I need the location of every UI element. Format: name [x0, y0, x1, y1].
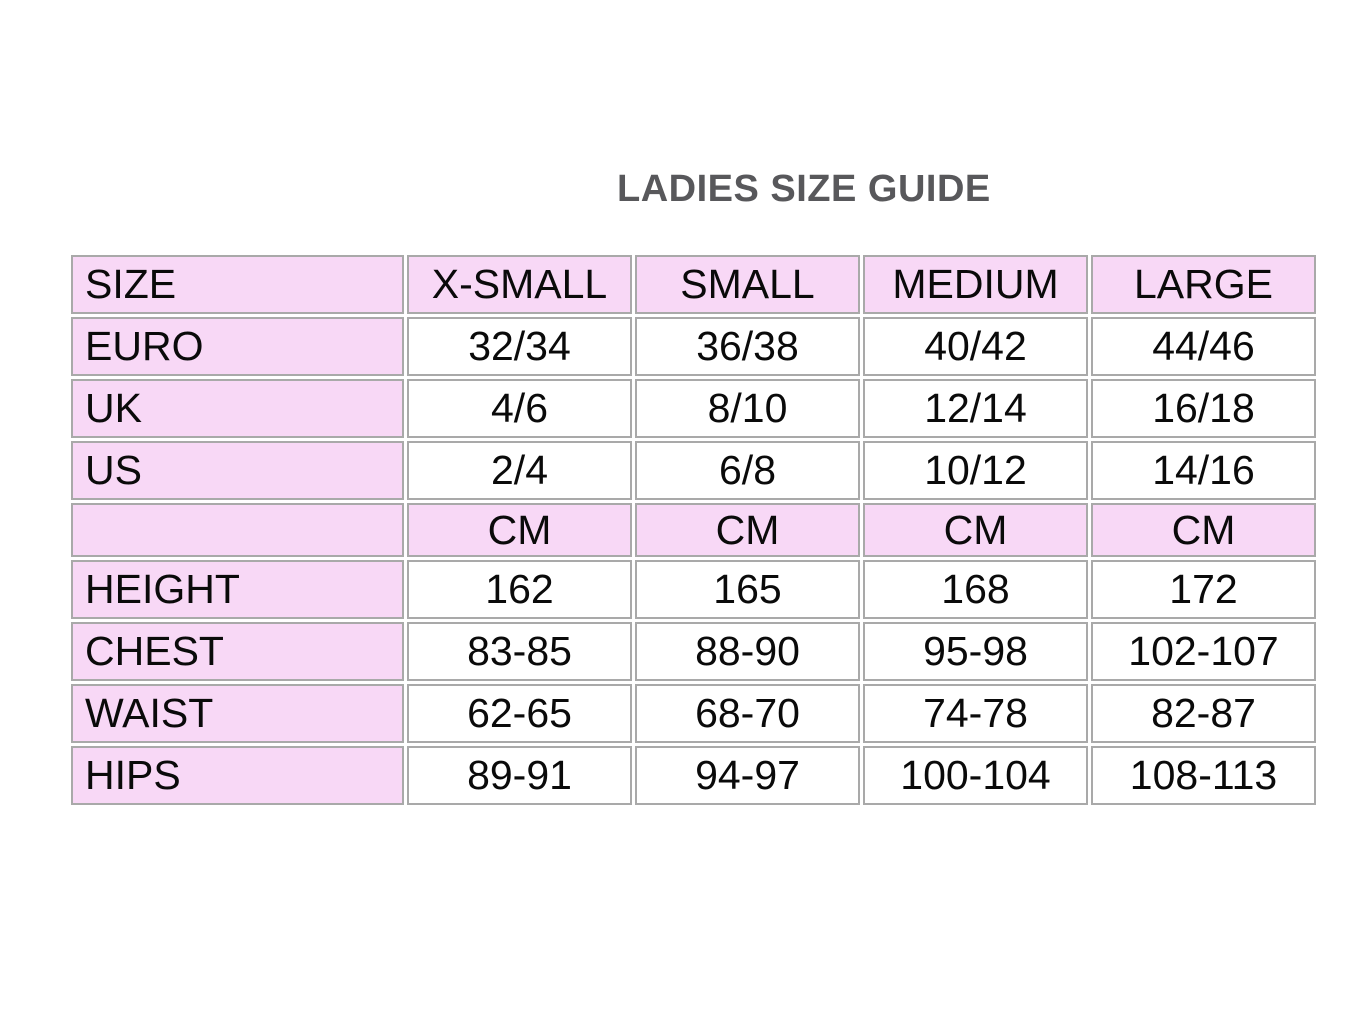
- cell-height-x-small: 162: [407, 560, 632, 619]
- cell-us-medium: 10/12: [863, 441, 1088, 500]
- cell-cm-small: CM: [635, 503, 860, 557]
- cell-hips-small: 94-97: [635, 746, 860, 805]
- page-title: LADIES SIZE GUIDE: [617, 168, 991, 210]
- table-row-chest: CHEST 83-85 88-90 95-98 102-107: [71, 622, 1316, 681]
- header-size: SIZE: [71, 255, 404, 314]
- cell-uk-large: 16/18: [1091, 379, 1316, 438]
- row-label-chest: CHEST: [71, 622, 404, 681]
- cell-euro-medium: 40/42: [863, 317, 1088, 376]
- cell-height-small: 165: [635, 560, 860, 619]
- cell-hips-x-small: 89-91: [407, 746, 632, 805]
- cell-us-x-small: 2/4: [407, 441, 632, 500]
- cell-uk-small: 8/10: [635, 379, 860, 438]
- cell-euro-large: 44/46: [1091, 317, 1316, 376]
- cell-hips-medium: 100-104: [863, 746, 1088, 805]
- cell-chest-small: 88-90: [635, 622, 860, 681]
- cell-euro-x-small: 32/34: [407, 317, 632, 376]
- row-label-cm-empty: [71, 503, 404, 557]
- cell-uk-x-small: 4/6: [407, 379, 632, 438]
- cell-waist-medium: 74-78: [863, 684, 1088, 743]
- cell-height-large: 172: [1091, 560, 1316, 619]
- cell-cm-large: CM: [1091, 503, 1316, 557]
- table-row-euro: EURO 32/34 36/38 40/42 44/46: [71, 317, 1316, 376]
- cell-hips-large: 108-113: [1091, 746, 1316, 805]
- cell-chest-x-small: 83-85: [407, 622, 632, 681]
- table-header-row: SIZE X-SMALL SMALL MEDIUM LARGE: [71, 255, 1316, 314]
- table-row-uk: UK 4/6 8/10 12/14 16/18: [71, 379, 1316, 438]
- header-small: SMALL: [635, 255, 860, 314]
- row-label-us: US: [71, 441, 404, 500]
- cell-cm-medium: CM: [863, 503, 1088, 557]
- row-label-waist: WAIST: [71, 684, 404, 743]
- table-row-height: HEIGHT 162 165 168 172: [71, 560, 1316, 619]
- table-row-hips: HIPS 89-91 94-97 100-104 108-113: [71, 746, 1316, 805]
- header-x-small: X-SMALL: [407, 255, 632, 314]
- row-label-height: HEIGHT: [71, 560, 404, 619]
- cell-chest-large: 102-107: [1091, 622, 1316, 681]
- cell-euro-small: 36/38: [635, 317, 860, 376]
- row-label-euro: EURO: [71, 317, 404, 376]
- cell-us-small: 6/8: [635, 441, 860, 500]
- table-row-us: US 2/4 6/8 10/12 14/16: [71, 441, 1316, 500]
- row-label-uk: UK: [71, 379, 404, 438]
- cell-chest-medium: 95-98: [863, 622, 1088, 681]
- table-row-cm-units: CM CM CM CM: [71, 503, 1316, 557]
- cell-us-large: 14/16: [1091, 441, 1316, 500]
- size-guide-table: SIZE X-SMALL SMALL MEDIUM LARGE EURO 32/…: [68, 252, 1319, 808]
- cell-height-medium: 168: [863, 560, 1088, 619]
- cell-waist-large: 82-87: [1091, 684, 1316, 743]
- cell-waist-small: 68-70: [635, 684, 860, 743]
- cell-cm-x-small: CM: [407, 503, 632, 557]
- row-label-hips: HIPS: [71, 746, 404, 805]
- header-large: LARGE: [1091, 255, 1316, 314]
- header-medium: MEDIUM: [863, 255, 1088, 314]
- cell-uk-medium: 12/14: [863, 379, 1088, 438]
- table-row-waist: WAIST 62-65 68-70 74-78 82-87: [71, 684, 1316, 743]
- cell-waist-x-small: 62-65: [407, 684, 632, 743]
